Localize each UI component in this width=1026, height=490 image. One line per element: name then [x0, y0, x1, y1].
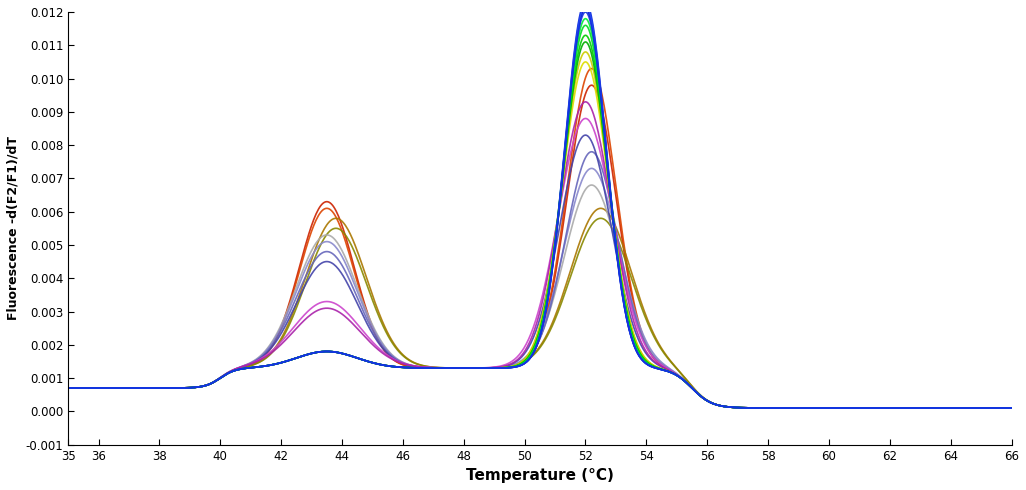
- X-axis label: Temperature (°C): Temperature (°C): [466, 468, 614, 483]
- Y-axis label: Fluorescence -d(F2/F1)/dT: Fluorescence -d(F2/F1)/dT: [7, 136, 19, 320]
